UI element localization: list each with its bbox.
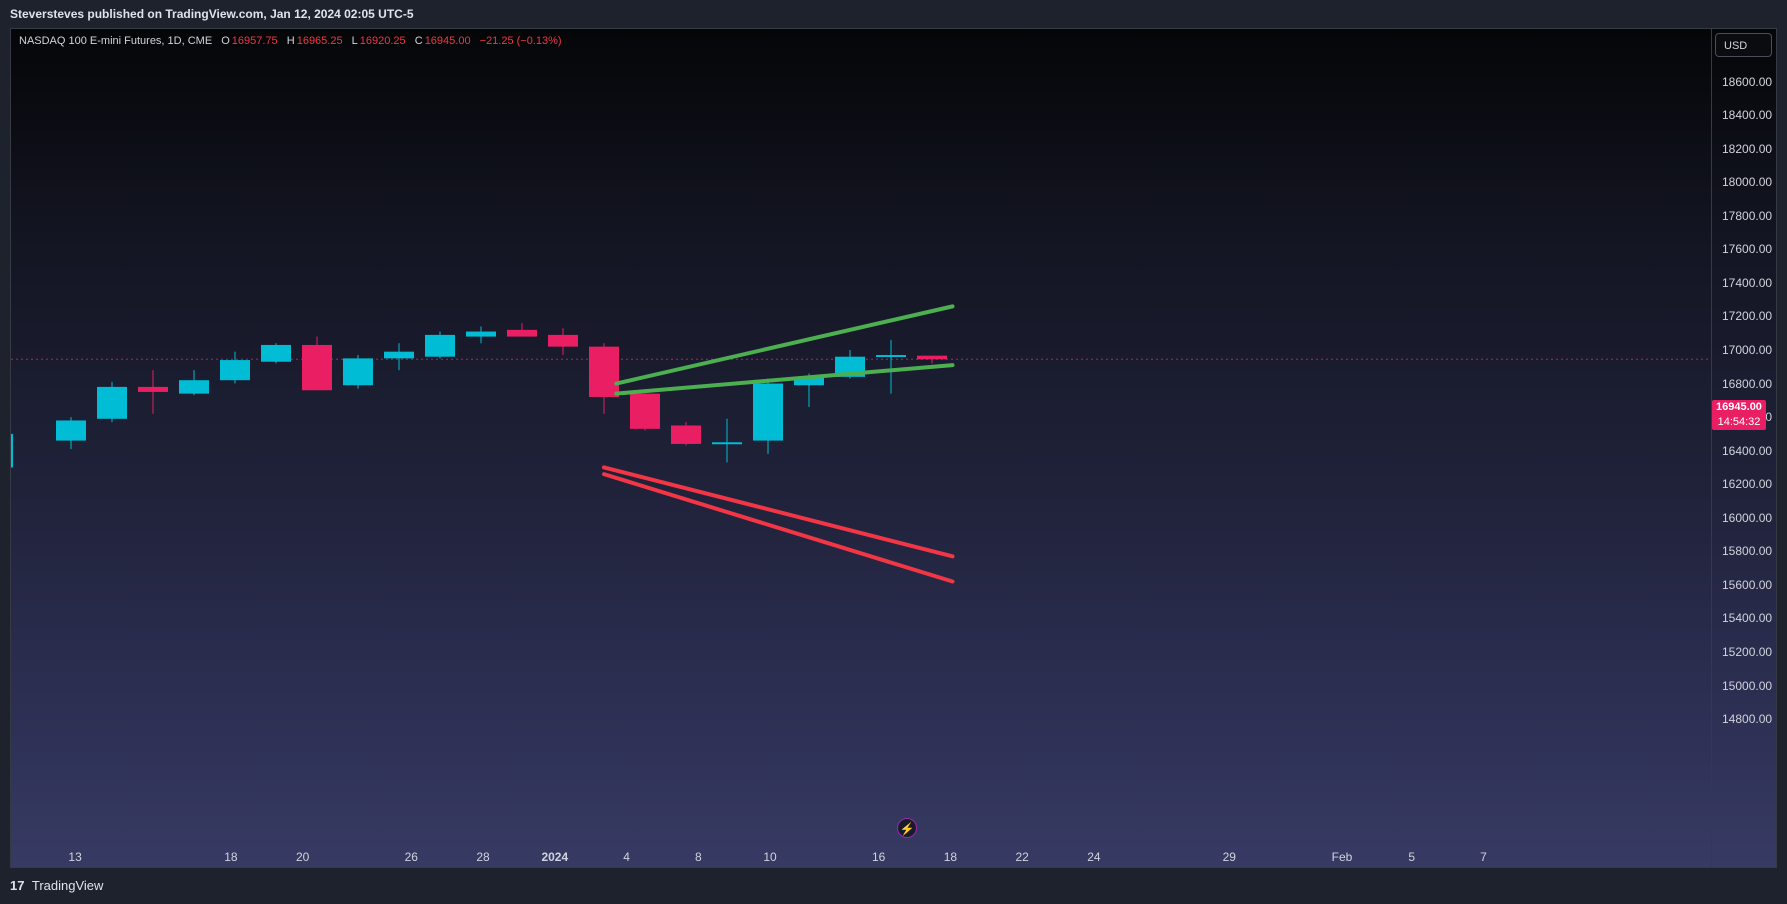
price-tick-label: 18600.00 <box>1722 74 1773 89</box>
price-tick-label: 15600.00 <box>1722 577 1773 592</box>
candle-body <box>179 380 209 394</box>
candle-body <box>138 386 168 392</box>
candle-body <box>507 329 537 337</box>
candle-body <box>671 425 701 444</box>
publish-bar: Steversteves published on TradingView.co… <box>0 0 1787 28</box>
low-label: L <box>351 35 358 47</box>
price-tick-label: 16800.00 <box>1722 376 1773 391</box>
time-tick-label: 24 <box>1087 850 1101 864</box>
symbol-title: NASDAQ 100 E-mini Futures, 1D, CME <box>19 35 213 47</box>
footer-brand: 17 TradingView <box>10 878 103 893</box>
time-tick-label: 16 <box>872 850 886 864</box>
price-chart[interactable] <box>11 29 1711 841</box>
trend-line-green <box>614 304 955 386</box>
last-price-badge: 16945.00 14:54:32 <box>1712 400 1766 430</box>
trend-line-red <box>602 472 955 584</box>
price-tick-label: 18000.00 <box>1722 175 1773 190</box>
price-tick-label: 18400.00 <box>1722 108 1773 123</box>
change-value: −21.25 (−0.13%) <box>479 35 562 47</box>
time-axis[interactable] <box>11 841 1711 867</box>
low-value: 16920.25 <box>359 35 406 47</box>
close-value: 16945.00 <box>424 35 471 47</box>
time-tick-label: 10 <box>763 850 777 864</box>
published-info: Steversteves published on TradingView.co… <box>10 7 414 21</box>
price-axis[interactable] <box>1711 29 1776 867</box>
trend-line-green <box>614 363 955 396</box>
candle-body <box>425 334 455 357</box>
price-tick-label: 17800.00 <box>1722 208 1773 223</box>
candle-body <box>630 393 660 429</box>
open-label: O <box>221 35 230 47</box>
lightning-icon[interactable]: ⚡ <box>897 818 917 838</box>
price-tick-label: 16200.00 <box>1722 477 1773 492</box>
symbol-legend: NASDAQ 100 E-mini Futures, 1D, CME O 1695… <box>19 35 568 47</box>
brand-name: TradingView <box>31 878 104 893</box>
bar-countdown: 14:54:32 <box>1717 416 1761 428</box>
last-price-value: 16945.00 <box>1716 401 1762 413</box>
time-tick-label: 29 <box>1222 850 1236 864</box>
candle-body <box>56 420 86 441</box>
price-tick-label: 16000.00 <box>1722 510 1773 525</box>
high-value: 16965.25 <box>296 35 343 47</box>
candle-body <box>712 442 742 445</box>
price-tick-label: 18200.00 <box>1722 141 1773 156</box>
price-tick-label: 15800.00 <box>1722 544 1773 559</box>
tradingview-logo-icon: 17 <box>10 878 25 893</box>
chart-frame[interactable]: NASDAQ 100 E-mini Futures, 1D, CME O 1695… <box>10 28 1777 868</box>
candle-body <box>261 344 291 362</box>
open-value: 16957.75 <box>231 35 278 47</box>
price-tick-label: 15200.00 <box>1722 644 1773 659</box>
price-tick-label: 14800.00 <box>1722 712 1773 727</box>
price-tick-label: 15000.00 <box>1722 678 1773 693</box>
high-label: H <box>286 35 295 47</box>
price-tick-label: 17200.00 <box>1722 309 1773 324</box>
price-tick-label: 16400.00 <box>1722 443 1773 458</box>
candle-body <box>753 383 783 441</box>
time-tick-label: 13 <box>68 850 82 864</box>
time-tick-label: 20 <box>295 850 310 864</box>
price-tick-label: 15400.00 <box>1722 611 1773 626</box>
candle-body <box>548 334 578 347</box>
time-tick-label: 18 <box>224 850 238 864</box>
trend-line-red <box>602 465 955 559</box>
candle-body <box>343 358 373 386</box>
time-tick-label: 26 <box>404 850 418 864</box>
price-tick-label: 17000.00 <box>1722 343 1773 357</box>
candle-body <box>384 351 414 359</box>
time-tick-label: 8 <box>694 850 702 864</box>
time-tick-label: 28 <box>476 850 490 864</box>
time-tick-label: 2024 <box>541 850 569 864</box>
currency-button[interactable]: USD <box>1715 33 1772 57</box>
candle-body <box>589 346 619 397</box>
time-tick-label: 7 <box>1480 850 1487 864</box>
candle-body <box>302 344 332 391</box>
candle-body <box>876 355 906 358</box>
price-tick-label: 17600.00 <box>1722 242 1773 257</box>
time-tick-label: Feb <box>1331 850 1353 864</box>
candle-body <box>466 331 496 337</box>
time-tick-label: 18 <box>943 850 958 864</box>
candle-body <box>794 376 824 386</box>
candle-body <box>97 386 127 419</box>
axis-corner <box>1711 841 1776 867</box>
time-tick-label: 4 <box>623 850 630 864</box>
time-tick-label: 22 <box>1015 850 1029 864</box>
time-tick-label: 5 <box>1408 850 1416 864</box>
price-tick-label: 17400.00 <box>1722 275 1773 290</box>
candle-body <box>917 355 947 360</box>
close-label: C <box>414 35 423 47</box>
candle-body <box>220 360 250 381</box>
